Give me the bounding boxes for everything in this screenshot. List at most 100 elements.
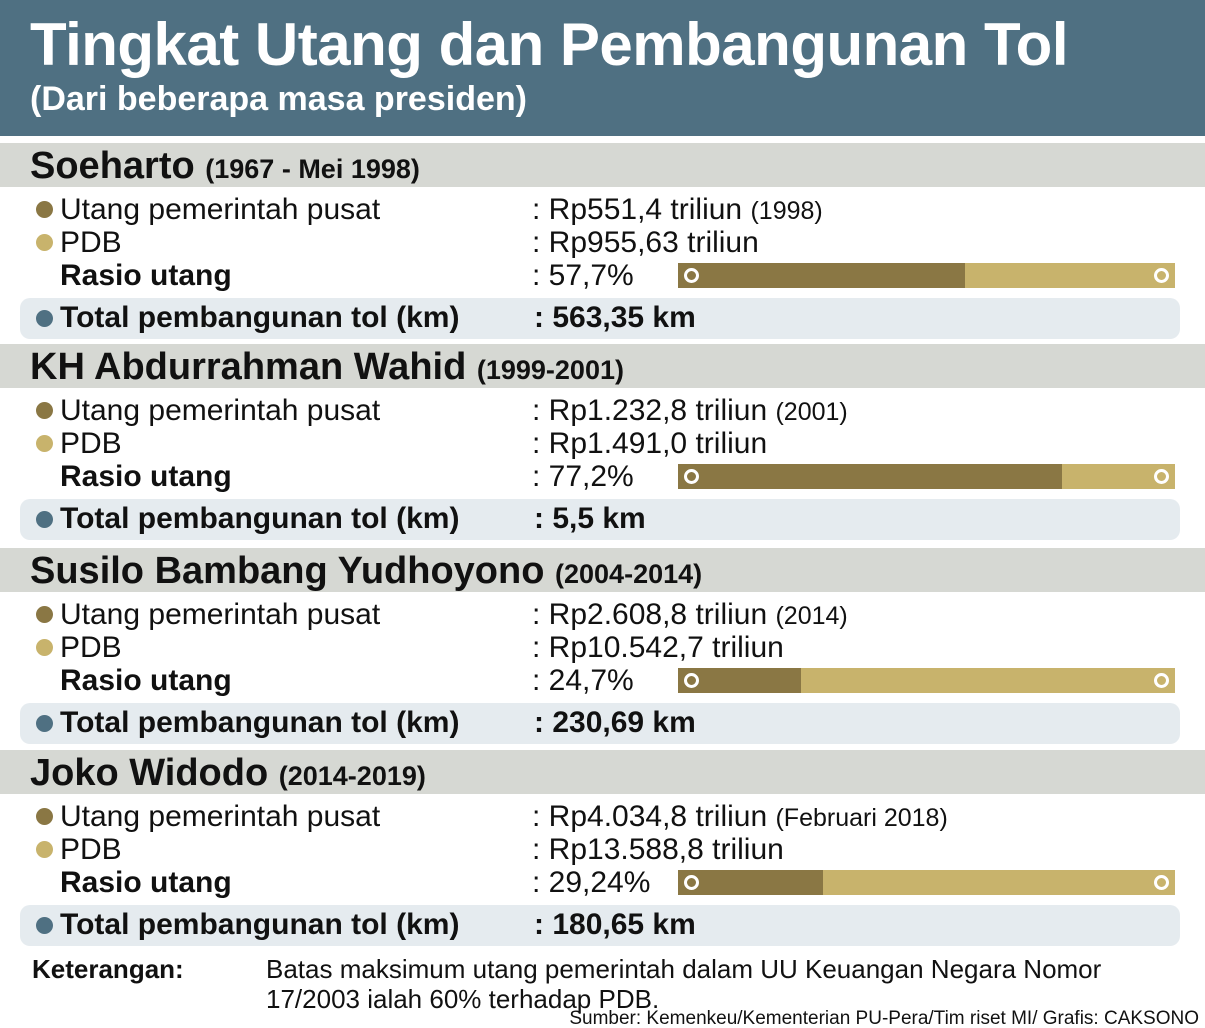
ratio-bar [678,263,1175,288]
note-text: Batas maksimum utang pemerintah dalam UU… [266,954,1102,1014]
source-text: Sumber: Kemenkeu/Kementerian PU-Pera/Tim… [569,1008,1199,1028]
ratio-bar [678,870,1175,895]
president-name: Joko Widodo (2014-2019) [30,752,426,795]
debt-legend-dot [36,201,53,218]
toll-label: Total pembangunan tol (km) [60,706,460,739]
debt-amount: : Rp1.232,8 triliun [532,394,768,427]
ratio-label: Rasio utang [60,664,232,697]
ratio-value: : 57,7% [532,259,634,292]
debt-label: Utang pemerintah pusat [60,394,381,427]
ratio-label: Rasio utang [60,460,232,493]
toll-value: : 5,5 km [534,502,646,535]
note: Keterangan: Batas maksimum utang pemerin… [0,952,1205,1028]
ratio-value: : 29,24% [532,866,651,899]
debt-row: Utang pemerintah pusat : Rp4.034,8 triliu… [0,800,1205,833]
ratio-bar-end-marker [1154,673,1169,688]
gdp-legend-dot [36,435,53,452]
president-period: (2014-2019) [278,761,426,791]
ratio-bar-fill [678,464,1062,489]
ratio-row: Rasio utang : 57,7% [0,259,1205,292]
debt-row: Utang pemerintah pusat : Rp551,4 triliun … [0,193,1205,226]
gdp-label: PDB [60,427,122,460]
toll-legend-dot [36,917,53,934]
debt-amount: : Rp2.608,8 triliun [532,598,768,631]
debt-legend-dot [36,606,53,623]
president-band: Soeharto (1967 - Mei 1998) [0,143,1205,187]
gdp-value: : Rp1.491,0 triliun [532,427,768,460]
ratio-value: : 24,7% [532,664,634,697]
debt-amount: : Rp551,4 triliun [532,193,743,226]
president-period: (1967 - Mei 1998) [205,154,420,184]
toll-label: Total pembangunan tol (km) [60,301,460,334]
ratio-bar-end-marker [1154,875,1169,890]
gdp-label: PDB [60,631,122,664]
gdp-legend-dot [36,639,53,656]
page-title: Tingkat Utang dan Pembangunan Tol [30,11,1068,78]
debt-legend-dot [36,402,53,419]
ratio-row: Rasio utang : 29,24% [0,866,1205,899]
ratio-label: Rasio utang [60,259,232,292]
ratio-bar-fill [678,870,824,895]
gdp-row: PDB: Rp13.588,8 triliun [0,833,1205,866]
note-label: Keterangan: [32,954,184,984]
ratio-bar-start-marker [684,673,699,688]
debt-value: : Rp4.034,8 triliun (Februari 2018) [532,800,948,834]
debt-year: (1998) [750,197,823,225]
ratio-bar-start-marker [684,469,699,484]
debt-year: (2014) [775,602,848,630]
gdp-legend-dot [36,234,53,251]
toll-value: : 563,35 km [534,301,696,334]
president-name-text: Joko Widodo [30,752,269,794]
ratio-value: : 77,2% [532,460,634,493]
president-band: KH Abdurrahman Wahid (1999-2001) [0,344,1205,388]
president-band: Joko Widodo (2014-2019) [0,750,1205,794]
toll-legend-dot [36,310,53,327]
toll-label: Total pembangunan tol (km) [60,908,460,941]
ratio-bar [678,464,1175,489]
ratio-bar-fill [678,263,965,288]
ratio-bar-start-marker [684,875,699,890]
gdp-row: PDB : Rp955,63 triliun [0,226,1205,259]
toll-value: : 230,69 km [534,706,696,739]
president-name: KH Abdurrahman Wahid (1999-2001) [30,346,624,389]
debt-legend-dot [36,808,53,825]
toll-value: : 180,65 km [534,908,696,941]
debt-row: Utang pemerintah pusat: Rp2.608,8 triliu… [0,598,1205,631]
gdp-value: : Rp10.542,7 triliun [532,631,784,664]
toll-label: Total pembangunan tol (km) [60,502,460,535]
president-band: Susilo Bambang Yudhoyono (2004-2014) [0,548,1205,592]
debt-value: : Rp2.608,8 triliun (2014) [532,598,848,632]
ratio-label: Rasio utang [60,866,232,899]
toll-legend-dot [36,715,53,732]
toll-box: Total pembangunan tol (km) : 5,5 km [20,499,1180,540]
ratio-row: Rasio utang : 24,7% [0,664,1205,697]
toll-box: Total pembangunan tol (km) : 180,65 km [20,905,1180,946]
debt-amount: : Rp4.034,8 triliun [532,800,768,833]
page-subtitle: (Dari beberapa masa presiden) [30,80,527,118]
gdp-value: : Rp13.588,8 triliun [532,833,784,866]
president-name-text: Susilo Bambang Yudhoyono [30,550,545,592]
gdp-legend-dot [36,841,53,858]
president-name-text: KH Abdurrahman Wahid [30,346,467,388]
president-name-text: Soeharto [30,145,195,187]
debt-row: Utang pemerintah pusat : Rp1.232,8 triliu… [0,394,1205,427]
debt-year: (2001) [775,398,848,426]
ratio-bar [678,668,1175,693]
ratio-row: Rasio utang : 77,2% [0,460,1205,493]
debt-value: : Rp1.232,8 triliun (2001) [532,394,848,428]
debt-label: Utang pemerintah pusat [60,800,381,833]
toll-box: Total pembangunan tol (km) : 230,69 km [20,703,1180,744]
toll-box: Total pembangunan tol (km) : 563,35 km [20,298,1180,339]
gdp-row: PDB : Rp10.542,7 triliun [0,631,1205,664]
gdp-row: PDB : Rp1.491,0 triliun [0,427,1205,460]
gdp-label: PDB [60,226,122,259]
president-name: Susilo Bambang Yudhoyono (2004-2014) [30,550,702,593]
debt-label: Utang pemerintah pusat [60,193,381,226]
gdp-value: : Rp955,63 triliun [532,226,759,259]
president-period: (2004-2014) [555,559,703,589]
debt-value: : Rp551,4 triliun (1998) [532,193,823,227]
president-period: (1999-2001) [476,355,624,385]
ratio-bar-end-marker [1154,268,1169,283]
ratio-bar-start-marker [684,268,699,283]
president-name: Soeharto (1967 - Mei 1998) [30,145,420,188]
